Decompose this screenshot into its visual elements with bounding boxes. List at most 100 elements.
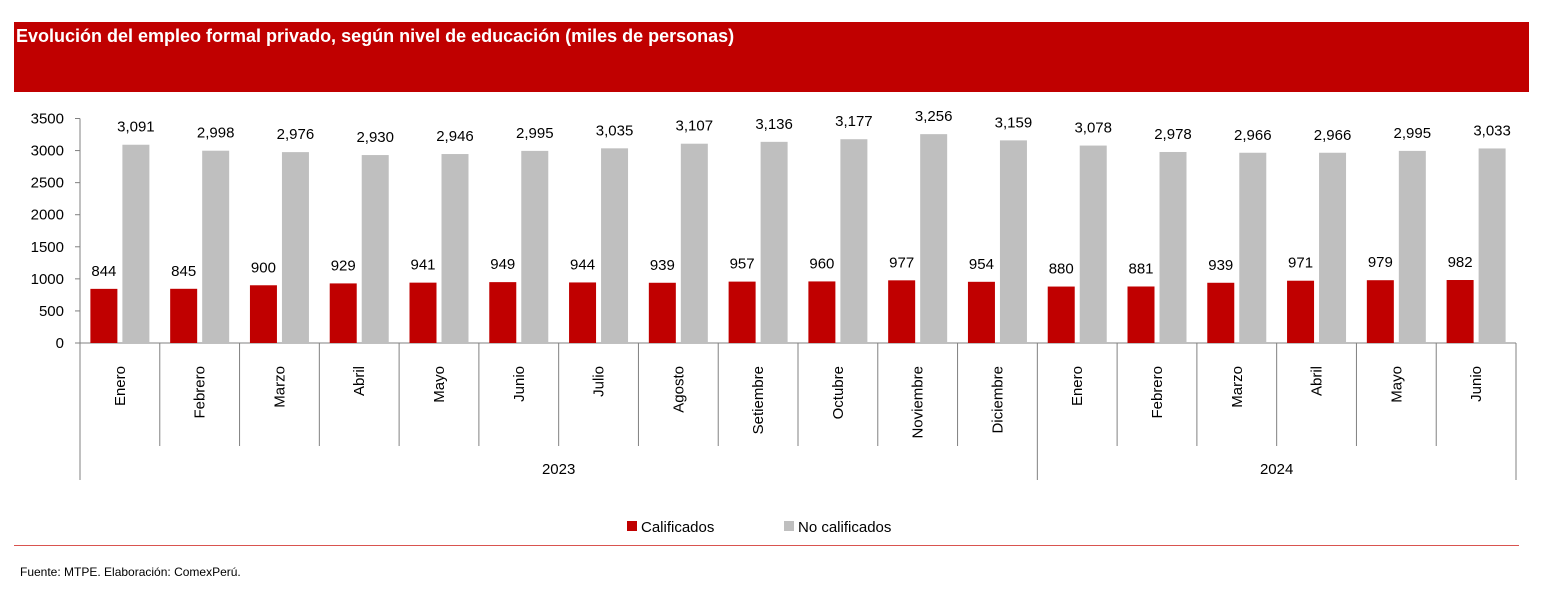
- data-label-calificados: 957: [730, 256, 755, 273]
- x-tick-label: Junio: [511, 366, 528, 402]
- data-label-no-calificados: 3,256: [915, 108, 953, 125]
- data-label-no-calificados: 3,033: [1473, 122, 1511, 139]
- data-label-calificados: 944: [570, 256, 595, 273]
- year-group-label: 2024: [1260, 461, 1293, 478]
- bar-calificados: [1446, 280, 1474, 343]
- bar-calificados: [888, 280, 916, 343]
- bar-calificados: [569, 282, 597, 343]
- legend-calificados-label: Calificados: [641, 519, 714, 536]
- data-label-calificados: 929: [331, 257, 356, 274]
- bar-calificados: [170, 288, 198, 343]
- bar-no-calificados: [840, 139, 868, 343]
- data-label-calificados: 971: [1288, 255, 1313, 272]
- x-tick-label: Febrero: [192, 366, 209, 419]
- year-group-label: 2023: [542, 461, 575, 478]
- x-tick-label: Julio: [591, 366, 608, 397]
- legend-no-calificados-swatch: [784, 521, 794, 531]
- y-tick-label: 3500: [31, 111, 64, 128]
- data-label-no-calificados: 3,136: [755, 116, 793, 133]
- x-tick-label: Octubre: [830, 366, 847, 419]
- bar-no-calificados: [521, 150, 549, 343]
- bar-calificados: [329, 283, 357, 343]
- bar-no-calificados: [760, 141, 788, 343]
- x-tick-label: Enero: [112, 366, 129, 406]
- data-label-no-calificados: 3,091: [117, 119, 155, 136]
- x-tick-label: Setiembre: [750, 366, 767, 434]
- bar-calificados: [1127, 286, 1155, 343]
- data-label-no-calificados: 2,998: [197, 125, 235, 142]
- bar-no-calificados: [1079, 145, 1107, 343]
- data-label-no-calificados: 2,946: [436, 128, 474, 145]
- y-tick-label: 0: [56, 335, 64, 352]
- data-label-calificados: 960: [809, 255, 834, 272]
- y-tick-label: 2000: [31, 207, 64, 224]
- data-label-no-calificados: 2,995: [1394, 125, 1432, 142]
- data-label-calificados: 900: [251, 259, 276, 276]
- data-label-no-calificados: 2,966: [1234, 127, 1272, 144]
- data-label-no-calificados: 3,107: [676, 118, 714, 135]
- bar-no-calificados: [1478, 148, 1506, 343]
- data-label-calificados: 949: [490, 256, 515, 273]
- x-tick-label: Enero: [1069, 366, 1086, 406]
- data-label-no-calificados: 2,930: [356, 129, 394, 146]
- data-label-calificados: 844: [91, 263, 116, 280]
- x-tick-label: Marzo: [1229, 366, 1246, 408]
- legend-no-calificados-label: No calificados: [798, 519, 891, 536]
- bar-calificados: [648, 282, 676, 343]
- bar-calificados: [1207, 282, 1235, 343]
- bar-calificados: [1287, 280, 1315, 343]
- data-label-no-calificados: 3,035: [596, 122, 634, 139]
- bar-calificados: [1366, 280, 1394, 343]
- data-label-no-calificados: 2,995: [516, 125, 554, 142]
- y-tick-label: 500: [39, 303, 64, 320]
- data-label-calificados: 881: [1128, 260, 1153, 277]
- bar-calificados: [409, 282, 437, 343]
- bar-calificados: [808, 281, 836, 343]
- bar-no-calificados: [1319, 152, 1347, 343]
- x-tick-label: Mayo: [431, 366, 448, 403]
- data-label-calificados: 939: [650, 257, 675, 274]
- data-label-calificados: 977: [889, 254, 914, 271]
- bar-calificados: [728, 281, 756, 343]
- bar-no-calificados: [1239, 152, 1267, 343]
- data-label-calificados: 982: [1448, 254, 1473, 271]
- x-tick-label: Agosto: [670, 366, 687, 413]
- x-tick-label: Marzo: [271, 366, 288, 408]
- bar-calificados: [489, 282, 517, 343]
- data-label-no-calificados: 3,159: [995, 114, 1033, 131]
- bar-calificados: [90, 288, 118, 343]
- chart-title-bar: [14, 22, 1529, 92]
- data-label-calificados: 941: [410, 257, 435, 274]
- source-note: Fuente: MTPE. Elaboración: ComexPerú.: [20, 565, 241, 579]
- bar-calificados: [967, 281, 995, 343]
- x-tick-label: Junio: [1468, 366, 1485, 402]
- footer-divider: [14, 545, 1519, 546]
- bar-no-calificados: [441, 154, 469, 343]
- y-tick-label: 1500: [31, 239, 64, 256]
- data-label-no-calificados: 3,177: [835, 113, 873, 130]
- bar-no-calificados: [680, 143, 708, 343]
- bar-no-calificados: [999, 140, 1027, 343]
- data-label-no-calificados: 3,078: [1074, 120, 1112, 137]
- chart-title: Evolución del empleo formal privado, seg…: [16, 26, 735, 46]
- x-tick-label: Mayo: [1388, 366, 1405, 403]
- legend-calificados-swatch: [627, 521, 637, 531]
- x-tick-label: Febrero: [1149, 366, 1166, 419]
- bar-no-calificados: [920, 134, 948, 343]
- x-tick-label: Abril: [1309, 366, 1326, 396]
- bar-no-calificados: [1398, 150, 1426, 343]
- x-tick-label: Diciembre: [989, 366, 1006, 434]
- x-tick-label: Noviembre: [910, 366, 927, 439]
- data-label-calificados: 845: [171, 263, 196, 280]
- data-label-no-calificados: 2,978: [1154, 126, 1192, 143]
- bar-no-calificados: [601, 148, 629, 343]
- data-label-calificados: 954: [969, 256, 994, 273]
- bar-no-calificados: [202, 150, 230, 343]
- data-label-calificados: 880: [1049, 261, 1074, 278]
- bar-no-calificados: [361, 155, 389, 343]
- y-tick-label: 1000: [31, 271, 64, 288]
- data-label-no-calificados: 2,976: [277, 126, 315, 143]
- bar-calificados: [249, 285, 277, 343]
- y-tick-label: 2500: [31, 175, 64, 192]
